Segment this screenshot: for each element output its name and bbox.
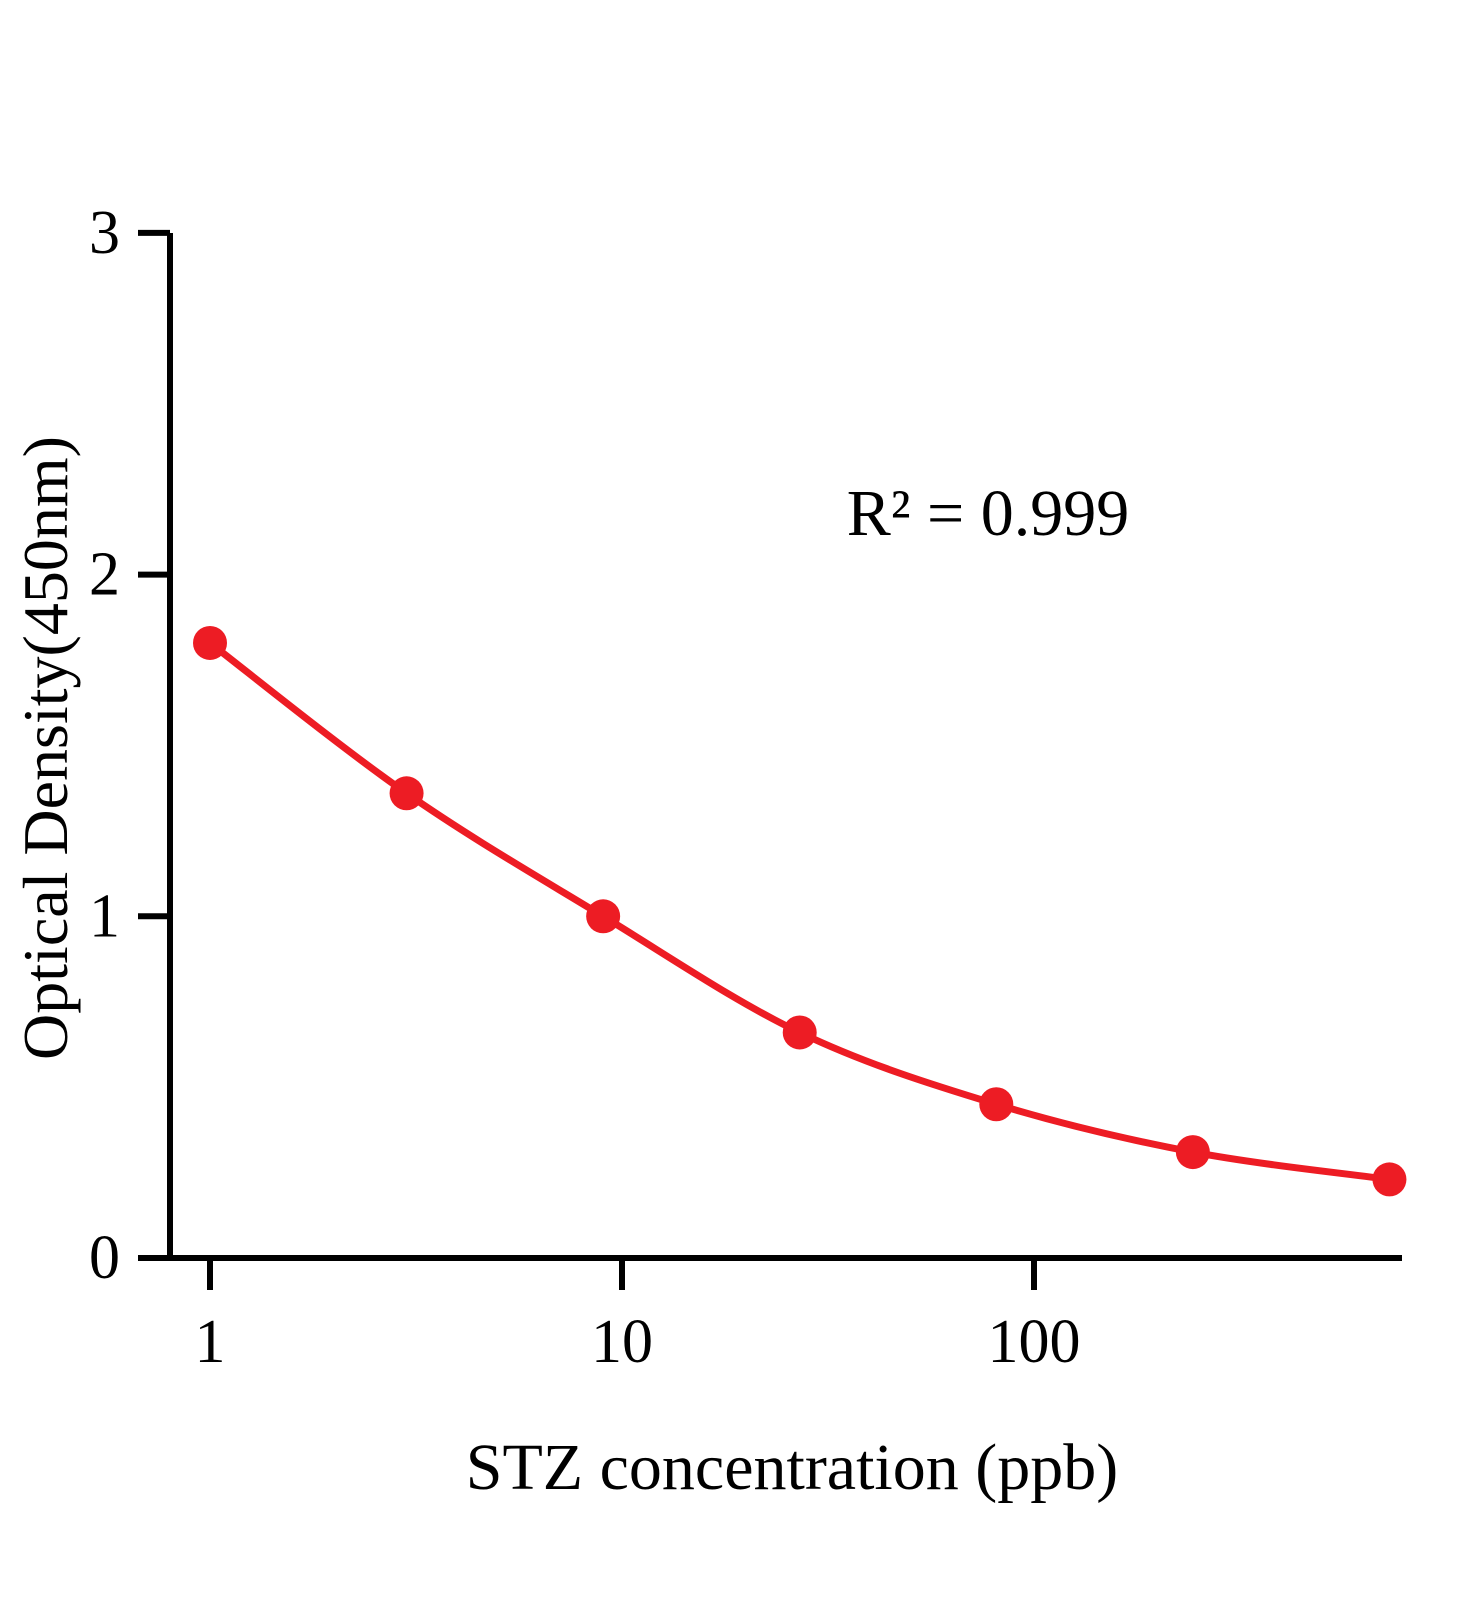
data-point — [586, 899, 621, 934]
data-point — [389, 776, 424, 811]
x-tick-label: 1 — [195, 1308, 226, 1376]
data-point — [1175, 1135, 1210, 1170]
data-point — [979, 1087, 1014, 1122]
data-point — [782, 1015, 817, 1050]
y-tick-label: 1 — [89, 882, 120, 950]
y-tick-label: 2 — [89, 541, 120, 609]
x-tick-label: 10 — [591, 1308, 653, 1376]
x-axis-title: STZ concentration (ppb) — [465, 1431, 1119, 1504]
data-point — [193, 625, 227, 660]
y-tick-label: 3 — [89, 199, 120, 267]
data-point — [1372, 1162, 1407, 1197]
curve-line — [206, 639, 1393, 1183]
y-axis-title: Optical Density(450nm) — [10, 436, 81, 1060]
r-squared-annotation: R² = 0.999 — [846, 477, 1130, 550]
y-tick-label: 0 — [89, 1224, 120, 1292]
x-tick-label: 100 — [988, 1308, 1081, 1376]
